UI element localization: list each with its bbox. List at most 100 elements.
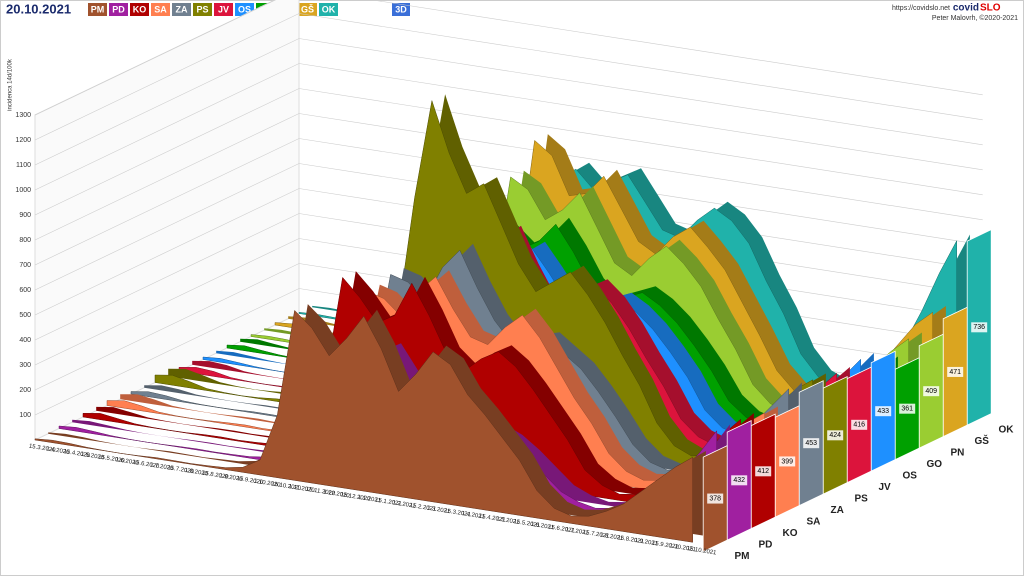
x-tick-label: 1.11.2020 (288, 484, 316, 494)
region-label: GO (927, 459, 943, 470)
value-label: 409 (925, 388, 937, 395)
grid-line (34, 88, 983, 216)
x-tick-label: 15.3.2021 (444, 508, 472, 518)
x-tick-label: 15.4.2021 (478, 514, 506, 524)
legend-label[interactable]: SA (154, 4, 167, 14)
legend-chip[interactable] (172, 3, 191, 16)
legend-chip[interactable] (214, 3, 233, 16)
url[interactable]: https://covidslo.net (892, 5, 950, 12)
x-tick-label: 15.1.2021 (375, 497, 403, 507)
legend-chip[interactable] (319, 3, 338, 16)
x-tick-label: 15.3.2020 (28, 444, 56, 454)
legend-label[interactable]: ZA (176, 4, 188, 14)
y-tick-label: 700 (19, 262, 31, 269)
y-tick-label: 800 (19, 237, 31, 244)
legend-chip[interactable] (298, 3, 317, 16)
y-tick-label: 900 (19, 212, 31, 219)
value-label: 453 (805, 440, 817, 447)
mode-button[interactable]: 3D (395, 4, 407, 14)
x-tick-label: 1.6.2020 (115, 457, 140, 467)
value-label: 416 (853, 422, 865, 429)
legend-label[interactable]: OS (238, 4, 251, 14)
legend-label[interactable]: KO (133, 4, 147, 14)
grid-line (34, 0, 983, 116)
legend-chip[interactable] (130, 3, 149, 16)
legend-chip[interactable] (193, 3, 212, 16)
x-tick-label: 15.6.2020 (132, 460, 160, 470)
legend-label[interactable]: PD (112, 4, 125, 14)
legend-label[interactable]: GŠ (301, 3, 314, 14)
y-tick-label: 400 (19, 337, 31, 344)
x-tick-label: 1.10.2020 (253, 479, 281, 489)
legend-chip[interactable] (88, 3, 107, 16)
author: Peter Malovrh, ©2020-2021 (932, 14, 1018, 22)
x-tick-label: 15.12.2020 (340, 492, 371, 503)
grid-line (34, 13, 983, 141)
x-tick-label: 1.8.2021 (600, 532, 625, 542)
x-tick-label: 15.10.2020 (271, 481, 302, 492)
value-label: 361 (901, 406, 913, 413)
y-tick-label: 300 (19, 362, 31, 369)
value-label: 399 (781, 458, 793, 465)
value-box (947, 366, 964, 377)
legend-chip[interactable] (151, 3, 170, 16)
y-tick-label: 1000 (15, 187, 31, 194)
region-label: ZA (831, 505, 844, 516)
legend-label[interactable]: JV (218, 4, 229, 14)
x-tick-label: 1.10.2021 (669, 543, 697, 553)
region-label: PM (735, 551, 750, 562)
x-tick-label: 15.6.2021 (548, 524, 576, 534)
x-tick-label: 1.4.2020 (46, 446, 71, 456)
value-label: 433 (877, 408, 889, 415)
region-label: PN (951, 448, 965, 459)
value-label: 736 (973, 324, 985, 331)
x-tick-label: 1.1.2021 (357, 495, 382, 505)
region-label: OK (999, 425, 1015, 436)
x-tick-label: 15.4.2020 (63, 449, 91, 459)
legend-chip[interactable] (109, 3, 128, 16)
x-tick-label: 15.7.2020 (167, 465, 195, 475)
x-tick-label: 1.8.2020 (184, 468, 209, 478)
x-tick-label: 15.10.2021 (686, 546, 717, 557)
left-wall (34, 0, 300, 441)
area (34, 309, 693, 543)
y-tick-label: 200 (19, 387, 31, 394)
y-tick-label: 1200 (15, 137, 31, 144)
legend-label[interactable]: PS (196, 4, 208, 14)
legend-label[interactable]: OK (322, 4, 336, 14)
grid-line (34, 63, 983, 191)
value-box (779, 456, 796, 467)
region-label: PD (759, 540, 773, 551)
x-tick-label: 1.2.2021 (392, 500, 417, 510)
value-label: 432 (733, 477, 745, 484)
value-box (899, 403, 916, 414)
y-tick-label: 1100 (16, 162, 31, 169)
y-tick-label: 100 (19, 412, 31, 419)
x-tick-label: 1.7.2021 (565, 527, 590, 537)
y-tick-label: 500 (19, 312, 31, 319)
region-label: KO (783, 528, 798, 539)
value-box (923, 386, 940, 397)
x-tick-label: 1.12.2020 (323, 489, 351, 499)
value-box (755, 466, 772, 477)
value-label: 378 (709, 495, 721, 502)
brand: covid (953, 3, 979, 14)
x-tick-label: 1.6.2021 (530, 522, 555, 532)
x-tick-label: 15.7.2021 (582, 530, 610, 540)
mode-button-bg[interactable] (392, 3, 410, 16)
brand-accent: SLO (980, 3, 1001, 14)
x-tick-label: 15.9.2021 (652, 541, 680, 551)
value-label: 412 (757, 468, 769, 475)
x-tick-label: 1.7.2020 (150, 462, 175, 472)
value-box (851, 419, 868, 430)
x-tick-label: 15.9.2020 (236, 476, 264, 486)
value-label: 471 (949, 369, 961, 376)
x-tick-label: 1.5.2021 (496, 516, 521, 526)
value-box (707, 493, 724, 504)
y-tick-label: 600 (19, 287, 31, 294)
x-tick-label: 1.9.2020 (219, 473, 244, 483)
legend-label[interactable]: PM (91, 4, 105, 14)
y-tick-label: 1300 (15, 112, 31, 119)
x-tick-label: 15.5.2020 (98, 454, 126, 464)
